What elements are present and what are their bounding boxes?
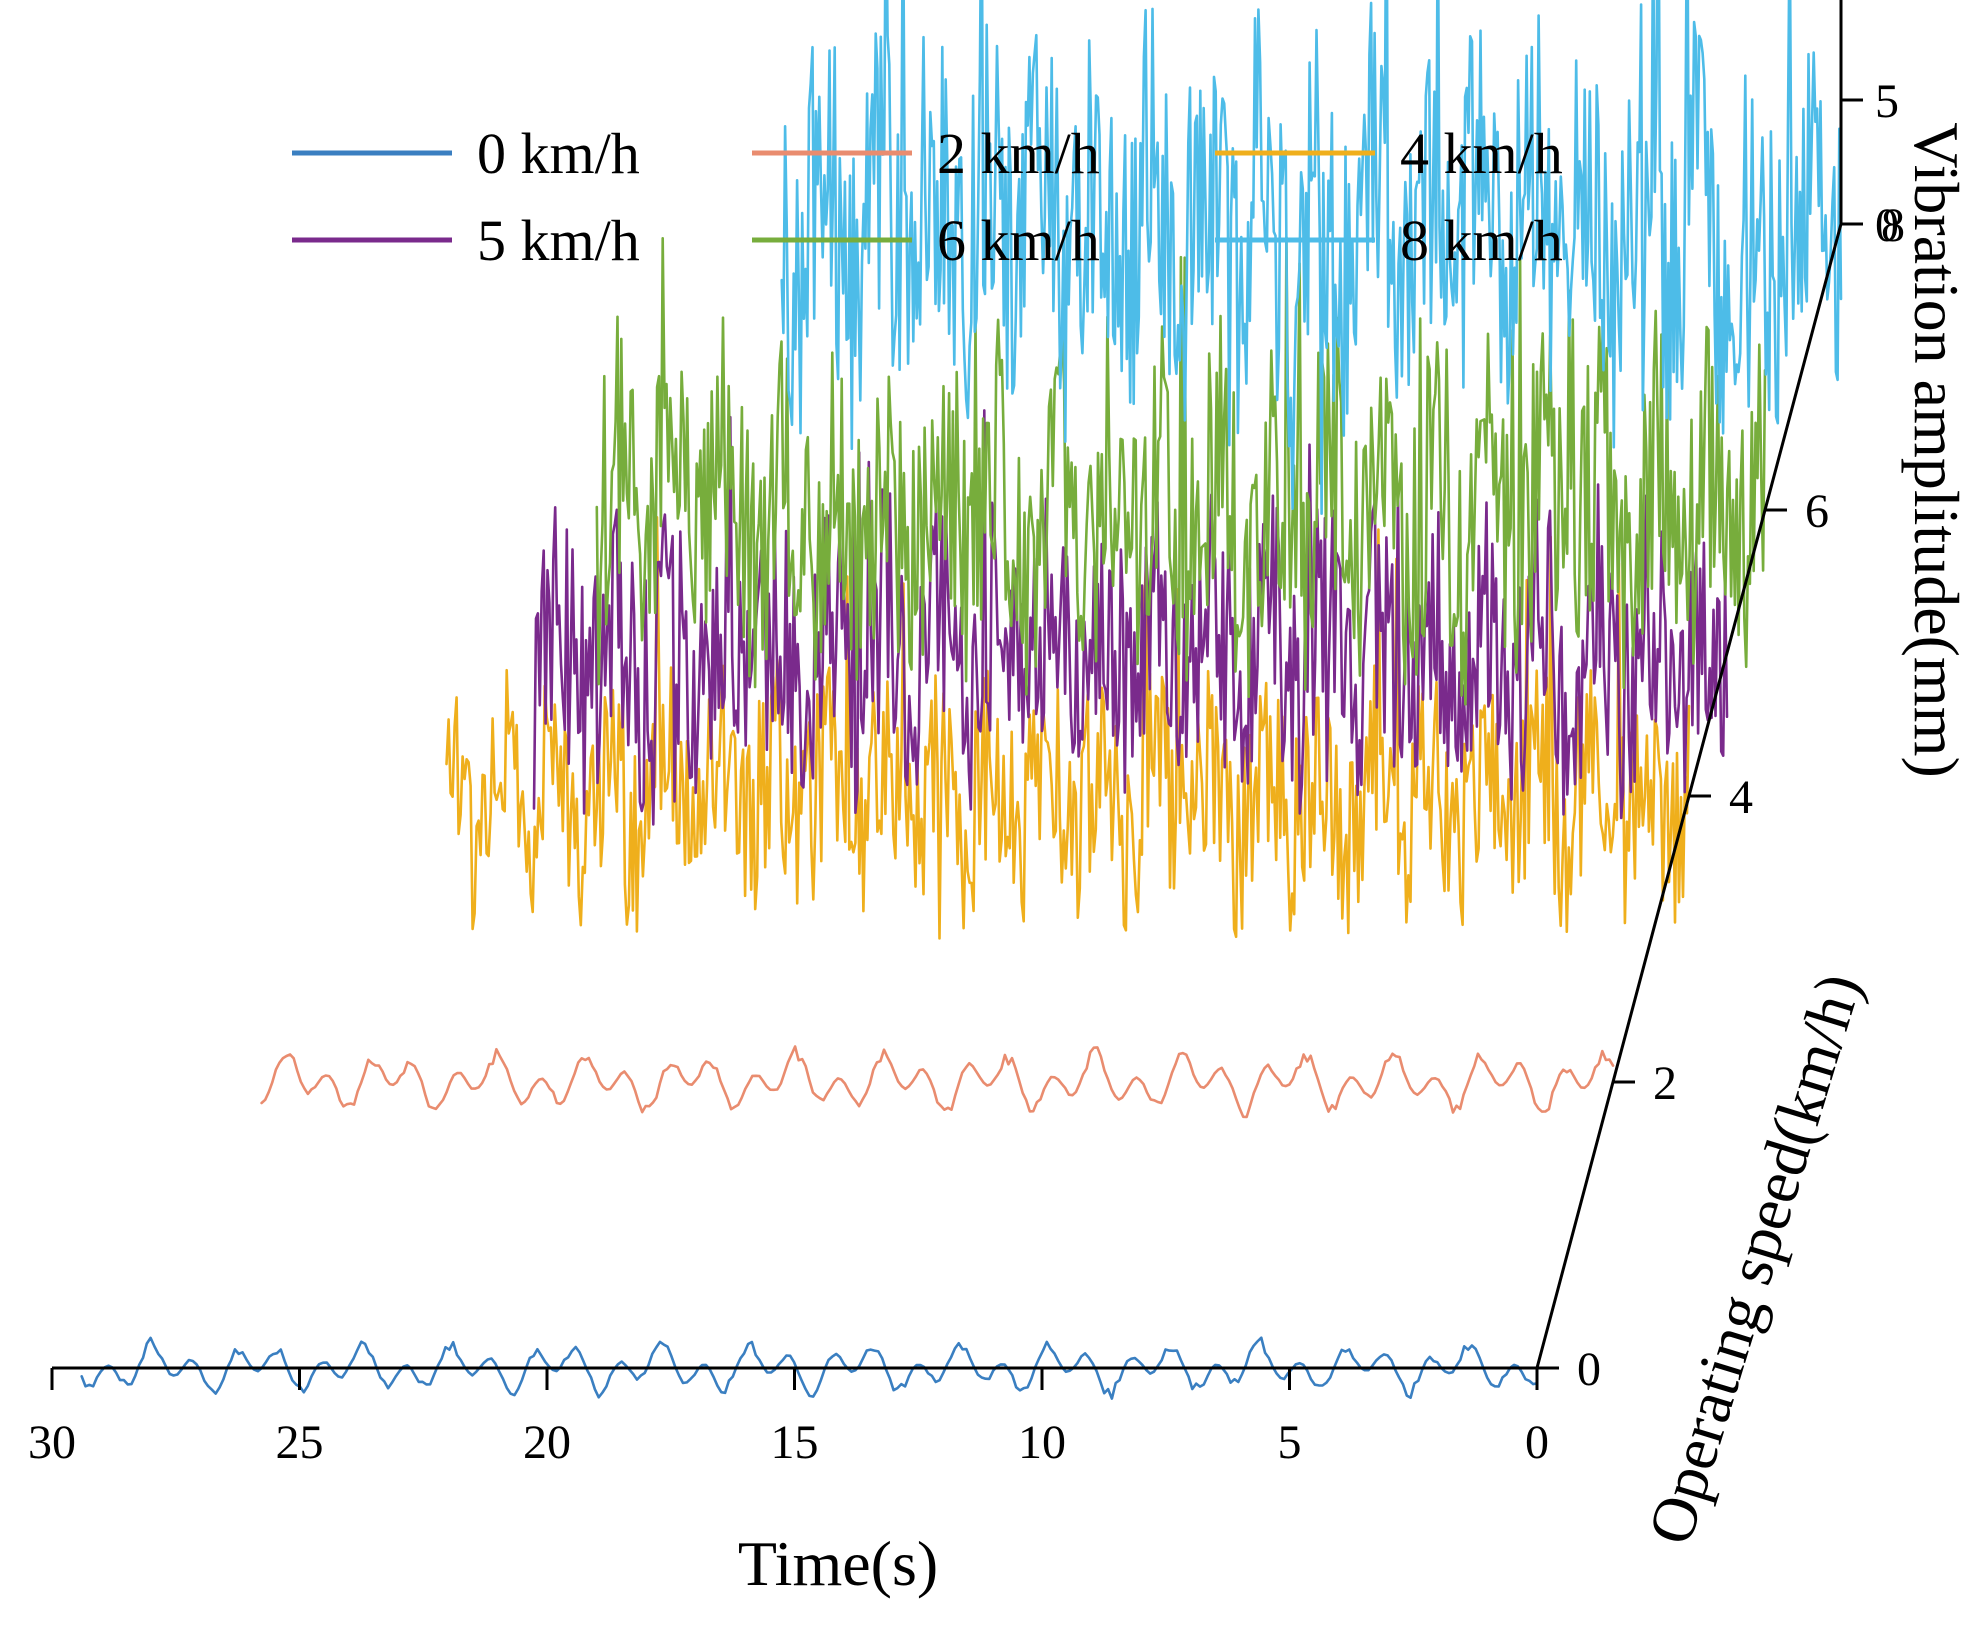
z-tick-label-5: 5 [1875, 75, 1899, 128]
series-line-2-kmh [260, 1045, 1615, 1119]
legend-label: 5 km/h [477, 208, 640, 273]
x-tick-label-25: 25 [276, 1416, 324, 1469]
legend-item-5-kmh: 5 km/h [292, 208, 640, 273]
series-line-6-kmh [595, 236, 1767, 706]
y-axis-title: Operating speed(km/h) [1634, 965, 1875, 1552]
x-axis-title: Time(s) [738, 1528, 938, 1599]
y-tick-label-2: 2 [1653, 1057, 1677, 1110]
legend-label: 0 km/h [477, 121, 640, 186]
x-tick-label-30: 30 [28, 1416, 76, 1469]
series-layer [80, 0, 1843, 1400]
z-tick-label-0: 0 [1875, 199, 1899, 252]
legend: 0 km/h 2 km/h 4 km/h 5 km/h 6 km/h 8 km/h [292, 121, 1563, 273]
series-line-5-kmh [532, 409, 1729, 826]
x-tick-label-20: 20 [523, 1416, 571, 1469]
y-tick-label-4: 4 [1729, 771, 1753, 824]
legend-label: 6 km/h [937, 208, 1100, 273]
legend-label: 8 km/h [1400, 208, 1563, 273]
legend-label: 4 km/h [1400, 121, 1563, 186]
series-line-8-kmh [780, 0, 1843, 515]
legend-item-2-kmh: 2 km/h [752, 121, 1100, 186]
x-tick-label-10: 10 [1018, 1416, 1066, 1469]
x-tick-label-0: 0 [1525, 1416, 1549, 1469]
x-tick-label-5: 5 [1278, 1416, 1302, 1469]
legend-item-0-kmh: 0 km/h [292, 121, 640, 186]
legend-label: 2 km/h [937, 121, 1100, 186]
series-line-0-kmh [80, 1336, 1539, 1400]
y-tick-label-0: 0 [1577, 1343, 1601, 1396]
z-tick-label-10: 10 [1875, 0, 1923, 4]
x-tick-label-15: 15 [771, 1416, 819, 1469]
legend-item-6-kmh: 6 km/h [752, 208, 1100, 273]
legend-item-4-kmh: 4 km/h [1215, 121, 1563, 186]
y-tick-label-8: 8 [1881, 199, 1905, 252]
legend-item-8-kmh: 8 km/h [1215, 208, 1563, 273]
y-tick-label-6: 6 [1805, 485, 1829, 538]
z-axis-title: Vibration amplitude(mm) [1901, 122, 1972, 778]
